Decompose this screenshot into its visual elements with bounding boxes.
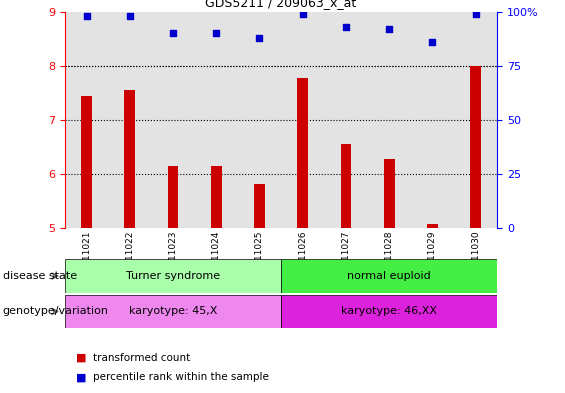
Bar xyxy=(281,295,497,328)
Bar xyxy=(427,224,438,228)
Point xyxy=(212,30,221,37)
Bar xyxy=(194,12,238,228)
Bar xyxy=(384,159,394,228)
Bar xyxy=(470,66,481,228)
Point xyxy=(298,11,307,17)
Text: ■: ■ xyxy=(76,353,87,363)
Point xyxy=(385,26,394,32)
Text: karyotype: 45,X: karyotype: 45,X xyxy=(129,307,217,316)
Bar xyxy=(281,259,497,293)
Point xyxy=(428,39,437,45)
Point xyxy=(471,11,480,17)
Bar xyxy=(324,12,368,228)
Bar xyxy=(281,12,324,228)
Bar xyxy=(108,12,151,228)
Bar xyxy=(297,78,308,228)
Bar xyxy=(341,144,351,228)
Point xyxy=(82,13,91,19)
Text: normal euploid: normal euploid xyxy=(347,271,431,281)
Title: GDS5211 / 209063_x_at: GDS5211 / 209063_x_at xyxy=(206,0,357,9)
Text: percentile rank within the sample: percentile rank within the sample xyxy=(93,372,269,382)
Text: karyotype: 46,XX: karyotype: 46,XX xyxy=(341,307,437,316)
Text: Turner syndrome: Turner syndrome xyxy=(126,271,220,281)
Text: ■: ■ xyxy=(76,372,87,382)
Bar xyxy=(124,90,135,228)
Bar xyxy=(367,12,411,228)
Bar xyxy=(65,295,281,328)
Point xyxy=(168,30,177,37)
Bar xyxy=(151,12,194,228)
Text: disease state: disease state xyxy=(3,271,77,281)
Bar xyxy=(238,12,281,228)
Bar xyxy=(211,166,221,228)
Point xyxy=(341,24,350,30)
Bar xyxy=(81,95,92,228)
Point xyxy=(255,35,264,41)
Bar xyxy=(254,184,265,228)
Point xyxy=(125,13,134,19)
Bar xyxy=(454,12,497,228)
Text: transformed count: transformed count xyxy=(93,353,190,363)
Bar xyxy=(168,166,179,228)
Bar xyxy=(411,12,454,228)
Bar xyxy=(65,259,281,293)
Bar xyxy=(65,12,108,228)
Text: genotype/variation: genotype/variation xyxy=(3,307,109,316)
